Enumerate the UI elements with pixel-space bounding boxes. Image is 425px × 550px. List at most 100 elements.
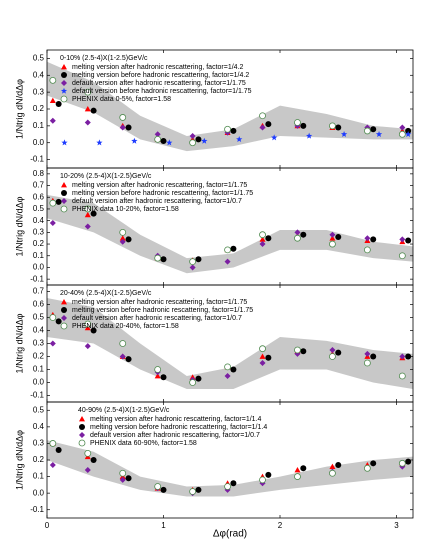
legend-label: melting version after hadronic rescatter… — [72, 182, 247, 189]
marker-open-circle — [84, 320, 92, 328]
y-tick-label: 0.4 — [33, 70, 45, 79]
marker-circle — [195, 256, 202, 263]
marker-circle — [195, 136, 202, 143]
legend-label: melting version after hadronic rescatter… — [72, 64, 244, 71]
marker-circle — [195, 375, 202, 382]
x-tick-label: 2 — [278, 521, 283, 530]
marker-diamond — [259, 360, 266, 366]
y-tick-label: 0.2 — [33, 455, 45, 464]
marker-circle — [230, 127, 237, 134]
marker-circle — [335, 124, 342, 131]
marker-open-circle — [294, 234, 301, 242]
marker-open-circle — [154, 483, 162, 490]
y-tick-label: 0.1 — [33, 472, 45, 481]
marker-diamond — [49, 117, 56, 124]
y-tick-label: 0.1 — [33, 121, 45, 130]
marker-open-circle — [49, 76, 57, 84]
y-tick-label: 0.3 — [33, 87, 45, 96]
marker-open-circle — [363, 127, 371, 135]
marker-open-circle — [329, 240, 336, 248]
y-tick-label: 0.1 — [33, 365, 45, 374]
legend-label: default version after hadronic rescatter… — [72, 198, 242, 205]
marker-circle — [125, 236, 132, 243]
marker-star — [340, 130, 348, 137]
marker-open-circle — [363, 246, 371, 254]
marker-diamond — [399, 124, 406, 131]
marker-diamond — [84, 343, 91, 350]
y-tick-label: 0.8 — [33, 169, 45, 178]
legend-marker — [78, 439, 86, 447]
panel-title: 10-20% (2.5-4)X(1-2.5)GeV/c — [60, 173, 152, 180]
legend-label: melting version after hadronic rescatter… — [90, 416, 262, 423]
marker-circle — [335, 234, 342, 241]
x-tick-label: 1 — [161, 521, 166, 530]
marker-open-circle — [259, 476, 266, 484]
marker-open-circle — [329, 122, 336, 130]
y-tick-label: 0.0 — [33, 138, 45, 147]
y-tick-label: 0.2 — [33, 352, 45, 361]
marker-diamond — [49, 340, 56, 347]
marker-circle — [300, 465, 307, 472]
marker-triangle — [84, 106, 91, 112]
marker-diamond — [259, 241, 266, 248]
y-tick-label: 0.0 — [33, 488, 45, 497]
marker-open-circle — [119, 340, 127, 347]
marker-open-circle — [294, 119, 301, 126]
legend-label: melting version before hadronic rescatte… — [72, 307, 253, 314]
y-tick-label: 0.5 — [33, 313, 45, 322]
marker-open-circle — [329, 353, 336, 360]
marker-circle — [265, 121, 272, 128]
marker-open-circle — [329, 469, 336, 477]
marker-open-circle — [398, 372, 406, 380]
legend-label: melting version after hadronic rescatter… — [72, 299, 247, 306]
marker-triangle — [329, 235, 336, 241]
y-tick-label: -0.1 — [30, 391, 44, 400]
legend-marker — [61, 182, 67, 188]
legend-marker — [60, 205, 68, 213]
marker-open-circle — [294, 473, 301, 480]
marker-circle — [160, 138, 167, 145]
marker-circle — [405, 353, 412, 360]
marker-diamond — [189, 132, 196, 139]
marker-circle — [335, 461, 342, 468]
legend-marker — [60, 95, 68, 103]
marker-open-circle — [154, 366, 162, 373]
marker-diamond — [329, 231, 336, 238]
marker-diamond — [119, 476, 126, 483]
marker-diamond — [399, 353, 406, 360]
marker-diamond — [84, 223, 91, 230]
marker-diamond — [119, 124, 126, 131]
marker-circle — [125, 475, 132, 482]
marker-open-circle — [398, 252, 406, 260]
legend-label: default version after hadronic rescatter… — [72, 80, 246, 87]
y-tick-label: 0.6 — [33, 192, 45, 201]
data-band — [47, 194, 413, 274]
y-tick-label: 0.6 — [33, 300, 45, 309]
marker-diamond — [119, 353, 126, 360]
marker-diamond — [84, 466, 91, 473]
marker-open-circle — [154, 135, 162, 143]
legend-marker — [61, 307, 67, 313]
marker-triangle — [154, 373, 161, 379]
marker-triangle — [329, 463, 336, 470]
y-axis-label: 1/Ntrig dN/dΔφ — [14, 79, 24, 139]
marker-circle — [405, 127, 412, 134]
y-tick-label: -0.1 — [30, 505, 44, 514]
marker-circle — [160, 374, 167, 381]
marker-star — [131, 137, 138, 144]
marker-open-circle — [119, 114, 127, 121]
marker-circle — [230, 245, 237, 252]
marker-triangle — [49, 97, 56, 103]
marker-circle — [230, 480, 237, 487]
marker-diamond — [364, 235, 371, 242]
marker-triangle — [294, 466, 301, 473]
marker-diamond — [329, 347, 336, 353]
legend-marker — [61, 315, 67, 321]
marker-star — [96, 139, 103, 146]
marker-open-circle — [224, 363, 231, 371]
marker-star — [166, 139, 173, 146]
y-tick-label: 0.5 — [33, 204, 45, 213]
y-tick-label: 0.5 — [33, 405, 45, 414]
marker-star — [201, 137, 208, 144]
